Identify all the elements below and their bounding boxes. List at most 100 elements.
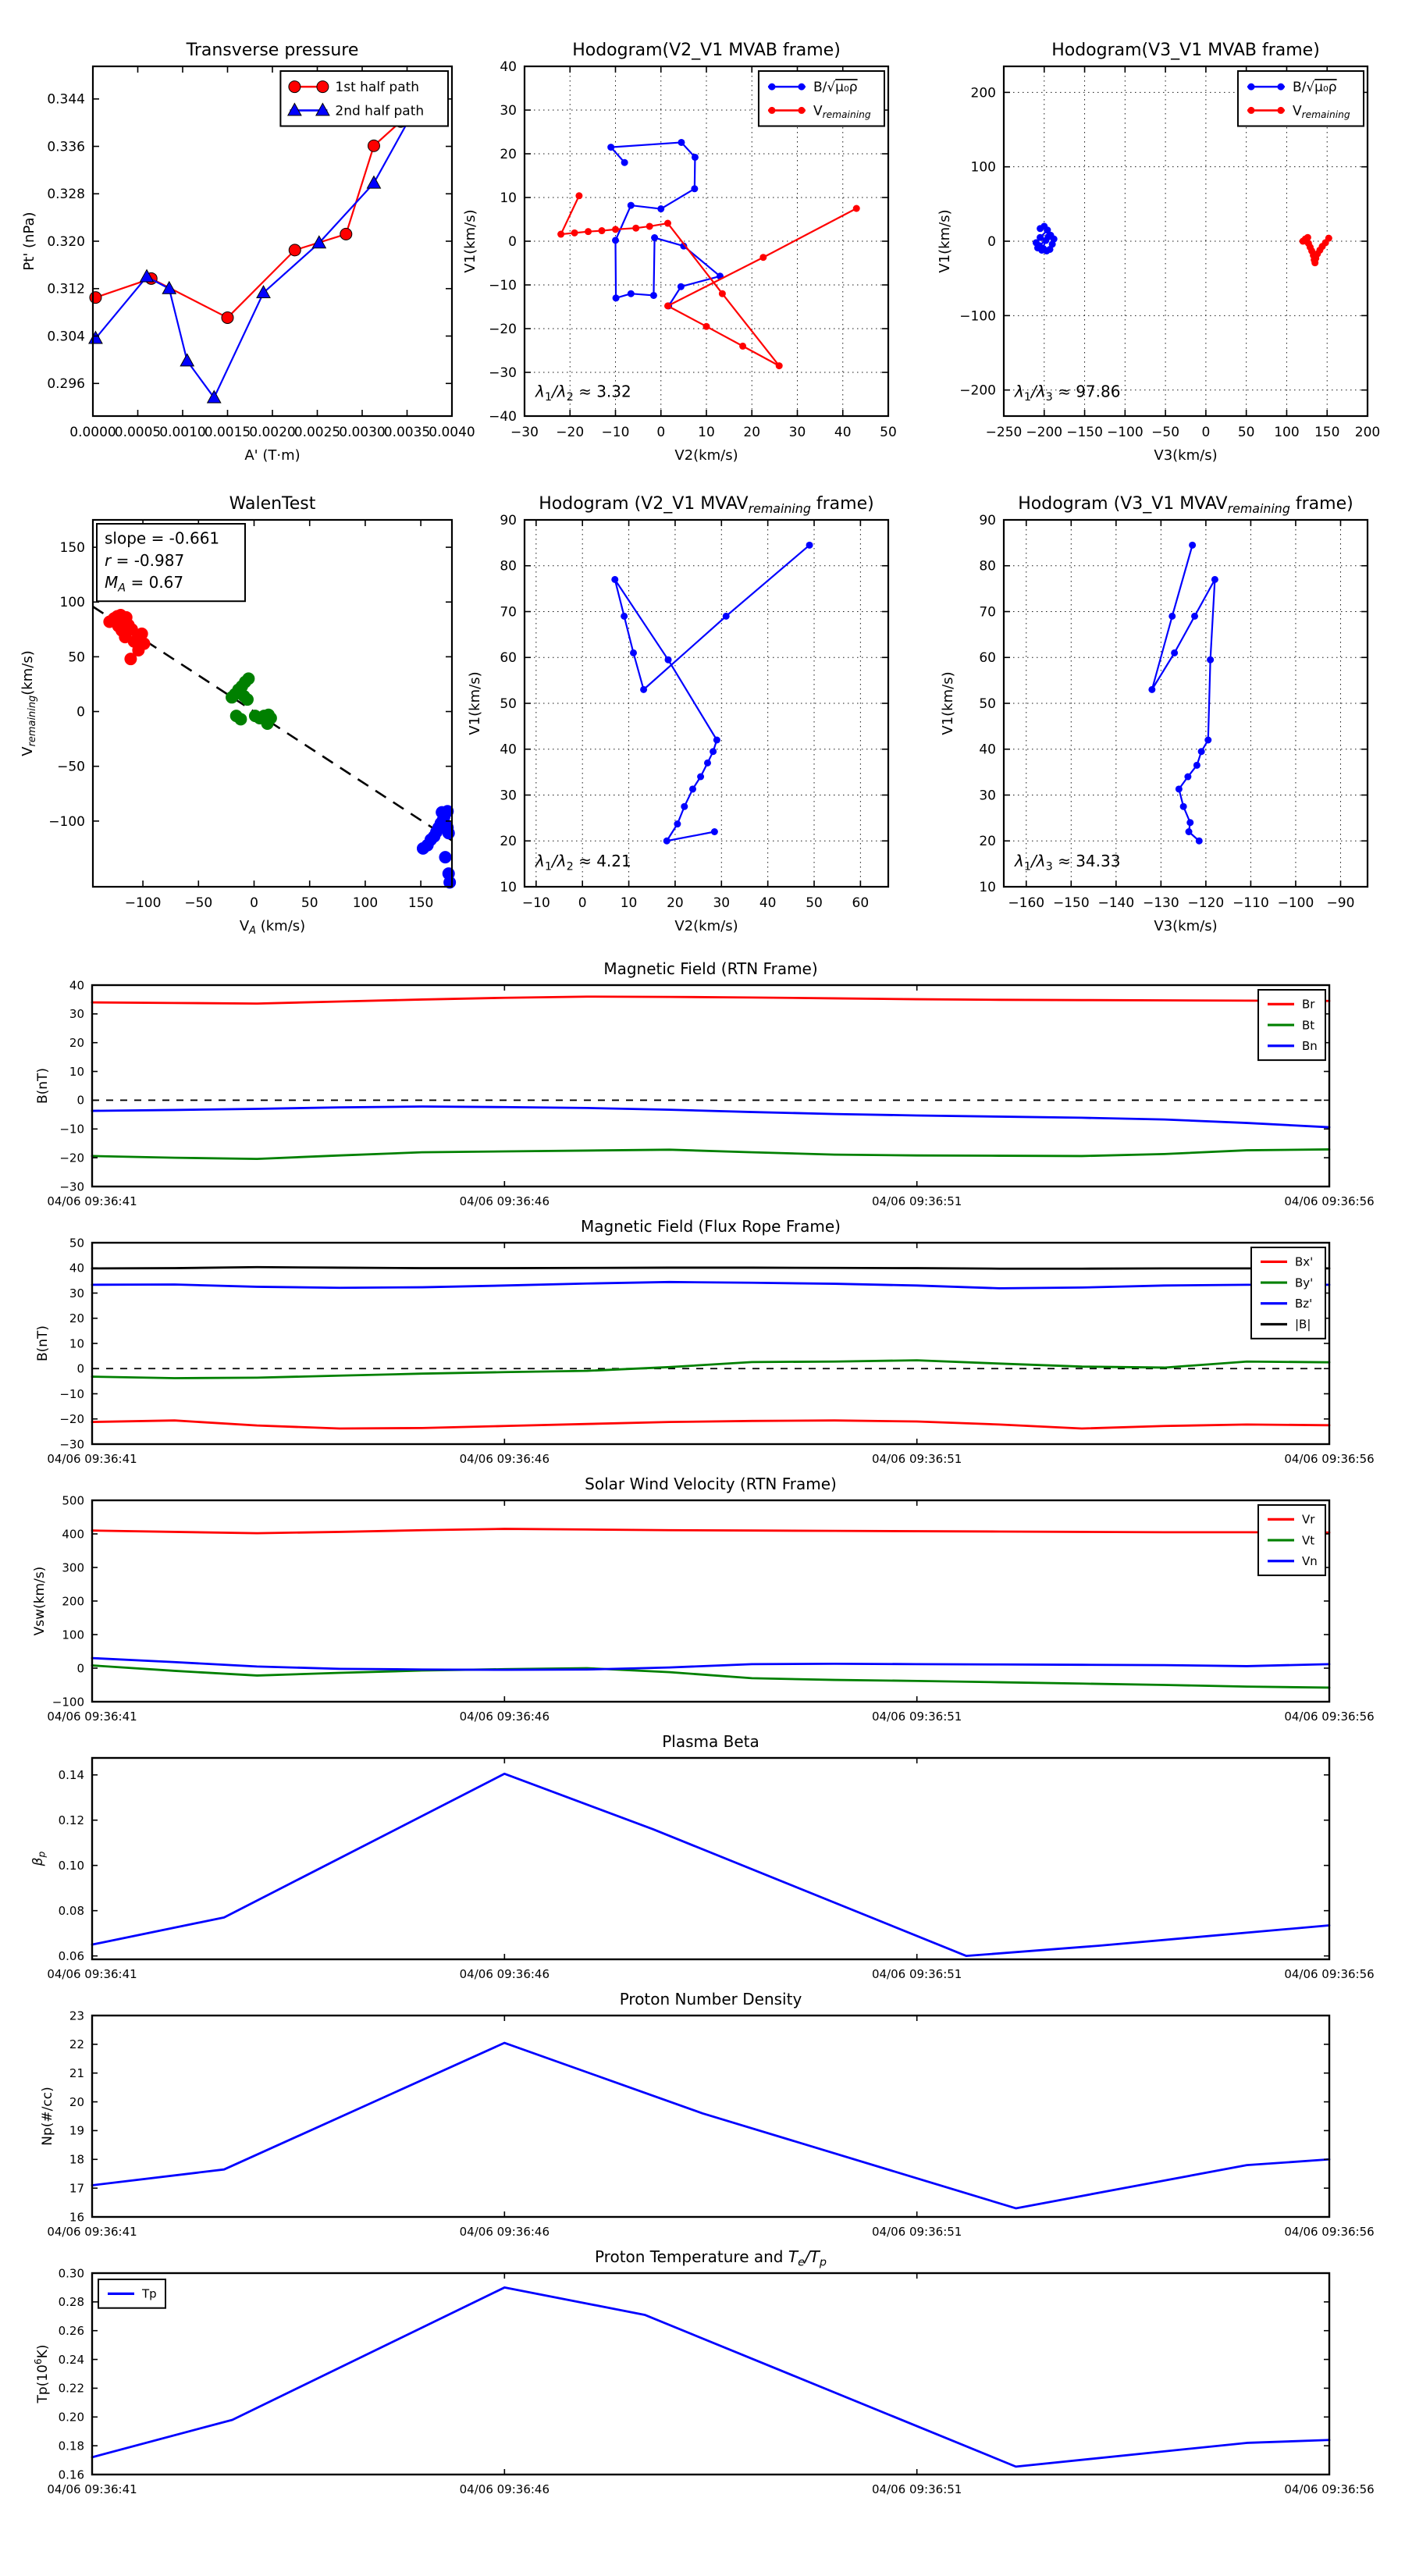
x-tick-label: −150: [1066, 425, 1103, 440]
axes-box: [91, 1756, 1331, 1961]
y-tick-label: 0.304: [47, 329, 85, 344]
legend: Vr Vt Vn: [1257, 1504, 1326, 1577]
series-beta-p: [91, 1772, 1331, 1958]
legend: B/√μ₀ρ Vremaining: [757, 70, 886, 127]
legend-label: By': [1295, 1276, 1313, 1290]
axes-box: [91, 2014, 1331, 2218]
x-tick-label: 50: [1238, 425, 1255, 440]
y-axis-label: Vsw(km/s): [32, 1567, 48, 1636]
chart-title: Transverse pressure: [186, 41, 359, 60]
y-tick-label: 0.08: [59, 1904, 84, 1918]
legend-label: Bz': [1295, 1297, 1312, 1311]
x-tick-label: −140: [1097, 895, 1134, 911]
chart-hodogram-v3v1-mvav: −160 −150 −140 −130 −120 −110 −100 −90 10 20 30 40 5…: [940, 494, 1369, 934]
x-tick-label: 0.0005: [115, 425, 161, 440]
y-tick-label: −200: [959, 383, 996, 399]
y-tick-label: 40: [69, 1261, 84, 1276]
legend-label: Br: [1302, 998, 1315, 1012]
ticks: [91, 1758, 1330, 1959]
y-tick-label: −40: [489, 409, 517, 425]
x-tick-label: 04/06 09:36:46: [460, 1710, 550, 1724]
y-axis-label: B(nT): [35, 1325, 51, 1361]
x-tick-label: −120: [1188, 895, 1225, 911]
x-axis-label: V3(km/s): [1154, 918, 1217, 934]
stats-line: slope = -0.661: [105, 528, 219, 547]
ticks: [524, 66, 889, 417]
x-tick-label: −50: [1151, 425, 1179, 440]
legend: Br Bt Bn: [1257, 989, 1326, 1062]
x-axis-label: V2(km/s): [674, 918, 738, 934]
chart-title: Hodogram (V3_V1 MVAVremaining frame): [1018, 494, 1353, 516]
y-tick-label: 80: [500, 559, 517, 575]
x-tick-label: −110: [1232, 895, 1269, 911]
x-tick-label: −100: [1107, 425, 1144, 440]
y-axis-label: Vremaining(km/s): [20, 650, 38, 756]
x-tick-label: −130: [1143, 895, 1179, 911]
y-tick-label: 60: [500, 650, 517, 666]
legend: B/√μ₀ρ Vremaining: [1236, 70, 1364, 127]
ticks: [1003, 66, 1368, 416]
chart-title: WalenTest: [229, 494, 316, 514]
chart-transverse-pressure: 0.00000.00050.00100.00150.00200.00250.00…: [21, 41, 475, 464]
series-Br: [91, 995, 1331, 1005]
y-tick-label: 17: [69, 2181, 84, 2195]
y-tick-label: −10: [489, 278, 517, 294]
series-Vr: [91, 1528, 1331, 1535]
y-tick-label: 0.16: [59, 2467, 84, 2482]
y-tick-label: 50: [500, 696, 517, 712]
x-tick-label: 04/06 09:36:56: [1284, 1452, 1374, 1466]
x-tick-label: 60: [852, 895, 870, 911]
y-tick-label: 300: [62, 1560, 84, 1574]
chart-walen-test: −100 −50 0 50 100 150 −100 −50 0 50 100 150 WalenTes…: [20, 494, 457, 937]
legend-label: Vremaining: [813, 103, 871, 120]
axes-box: [91, 2272, 1331, 2476]
y-tick-label: 20: [69, 1311, 84, 1325]
x-tick-label: 0.0015: [205, 425, 251, 440]
x-tick-label: 04/06 09:36:51: [872, 1710, 962, 1724]
x-tick-label: 10: [698, 425, 715, 440]
y-tick-label: 0.26: [59, 2324, 84, 2338]
series-V-remaining: [1299, 233, 1332, 267]
chart-hodogram-v2v1-mvav: −10 0 10 20 30 40 50 60 10 20 30 40 50 60 70 80 90 Hodogr…: [467, 494, 890, 934]
x-tick-label: 04/06 09:36:56: [1284, 2225, 1374, 2239]
y-tick-label: 21: [69, 2066, 84, 2080]
y-tick-label: 0.312: [47, 282, 85, 297]
y-tick-label: −100: [52, 1695, 84, 1709]
legend-label: Bn: [1302, 1039, 1318, 1053]
x-tick-label: −10: [602, 425, 630, 440]
y-tick-label: 70: [500, 604, 517, 620]
annotation: λ1/λ2 ≈ 3.32: [535, 382, 631, 403]
x-tick-label: −30: [510, 425, 539, 440]
y-tick-label: 0.328: [47, 187, 85, 202]
y-tick-label: 30: [979, 788, 996, 803]
y-tick-label: 0.24: [59, 2353, 84, 2367]
x-tick-label: 04/06 09:36:51: [872, 2482, 962, 2496]
legend: Tp: [98, 2279, 166, 2309]
x-tick-label: 50: [806, 895, 823, 911]
y-tick-label: 0: [76, 704, 85, 720]
series-B-over-sqrt-mu0rho: [1032, 222, 1058, 254]
series-Bz-prime: [91, 1280, 1331, 1290]
x-tick-label: 04/06 09:36:46: [460, 1967, 550, 1981]
y-tick-label: 70: [979, 604, 996, 620]
x-axis-label: V2(km/s): [674, 447, 738, 464]
ticks: [1004, 519, 1368, 888]
x-tick-label: 0: [578, 895, 587, 911]
x-tick-label: 0.0025: [294, 425, 340, 440]
x-tick-label: 100: [1274, 425, 1299, 440]
y-tick-label: −20: [489, 322, 517, 337]
y-tick-label: 0: [508, 234, 517, 250]
x-tick-label: 20: [743, 425, 760, 440]
x-tick-label: 0.0000: [69, 425, 116, 440]
y-tick-label: −100: [959, 308, 996, 324]
series-Np: [91, 2041, 1331, 2210]
y-tick-label: 0.22: [59, 2382, 84, 2396]
chart-proton-density: 04/06 09:36:41 04/06 09:36:46 04/06 09:36:…: [40, 1990, 1375, 2239]
x-tick-label: 04/06 09:36:56: [1284, 1710, 1374, 1724]
y-tick-label: 50: [68, 649, 85, 665]
series-B-magnitude: [91, 1265, 1331, 1270]
chart-title: Plasma Beta: [662, 1732, 759, 1751]
x-tick-label: 200: [1355, 425, 1380, 440]
x-tick-label: 04/06 09:36:51: [872, 1452, 962, 1466]
stats-line: r = -0.987: [105, 551, 184, 570]
